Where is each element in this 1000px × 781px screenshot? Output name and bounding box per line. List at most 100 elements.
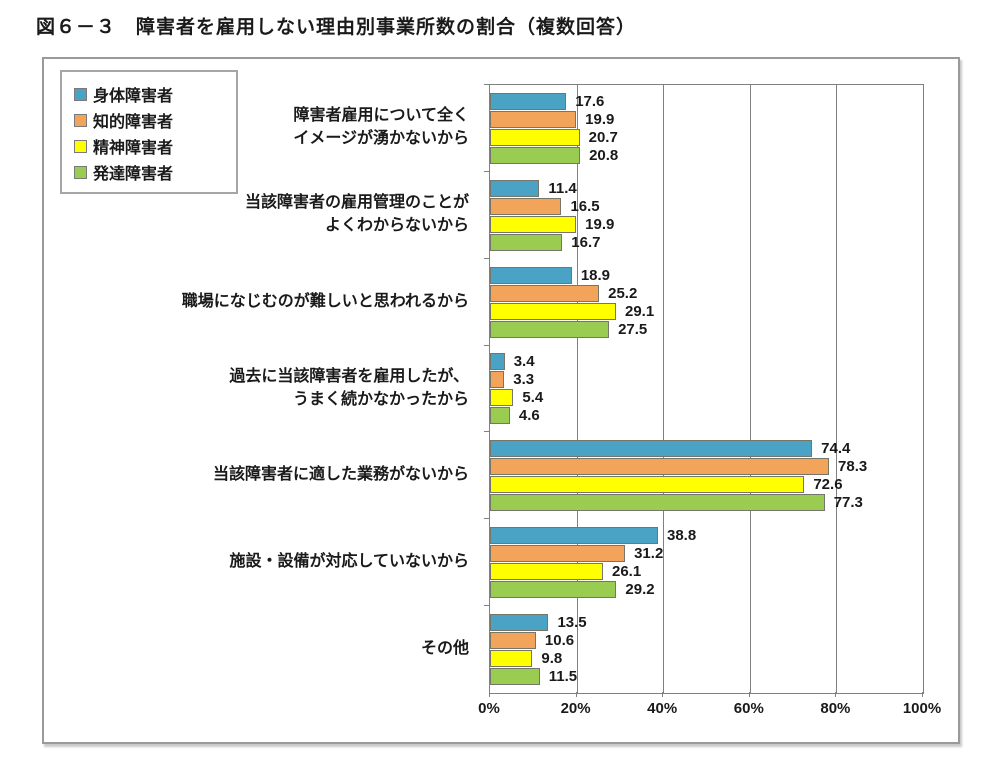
legend-color-swatch	[74, 87, 87, 101]
category-label-line: 過去に当該障害者を雇用したが、	[229, 367, 469, 385]
bar	[490, 215, 577, 233]
category-label-line: 施設・設備が対応していないから	[229, 553, 469, 571]
value-label: 11.4	[548, 179, 577, 197]
y-axis-tick	[484, 170, 489, 172]
value-label: 26.1	[612, 563, 642, 581]
value-label: 13.5	[557, 614, 587, 632]
bar	[490, 92, 567, 110]
gridline	[749, 85, 751, 693]
bar	[490, 668, 540, 686]
bar-group: 17.6 19.9 20.7 20.8	[490, 85, 923, 172]
value-label: 78.3	[838, 458, 868, 476]
chart-title: 図６－３ 障害者を雇用しない理由別事業所数の割合（複数回答）	[36, 17, 637, 38]
value-label: 31.2	[634, 545, 664, 563]
legend-item: 精神障害者	[74, 133, 226, 159]
y-axis-tick	[484, 605, 489, 607]
category-label-line: 当該障害者の雇用管理のことが	[244, 194, 469, 212]
bar	[490, 389, 514, 407]
category-label-line: その他	[420, 640, 469, 658]
value-label: 18.9	[580, 266, 611, 284]
value-label: 29.1	[625, 302, 655, 320]
category-label: 障害者雇用について全く イメージが湧かないから	[52, 84, 469, 171]
value-label: 17.6	[575, 92, 605, 110]
legend-item-label: 身体障害者	[93, 88, 174, 105]
category-label: その他	[52, 605, 469, 692]
bar	[490, 632, 536, 650]
bar	[490, 146, 581, 164]
value-label: 3.3	[513, 371, 535, 389]
x-axis-tick	[489, 692, 490, 697]
bar	[490, 650, 533, 668]
bar	[490, 407, 510, 425]
x-axis-tick	[575, 692, 577, 697]
bar	[490, 527, 658, 545]
legend-item: 知的障害者	[74, 107, 226, 133]
x-axis-tick-label: 0%	[478, 700, 500, 717]
legend-item: 身体障害者	[74, 81, 226, 107]
legend-item: 発達障害者	[74, 159, 226, 185]
bar-group: 13.5 10.6 9.8 11.5	[490, 606, 923, 693]
value-label: 74.4	[821, 440, 851, 458]
bar	[490, 284, 600, 302]
bar-group: 11.4 16.5 19.9 16.7	[490, 172, 923, 259]
value-label: 25.2	[608, 284, 638, 302]
x-axis-tick-label: 20%	[560, 700, 591, 717]
bar	[490, 179, 540, 197]
x-axis-tick	[662, 692, 664, 697]
category-label-line: イメージが湧かないから	[293, 130, 469, 148]
category-label-line: 当該障害者に適した業務がないから	[212, 466, 469, 484]
category-label: 当該障害者に適した業務がないから	[52, 431, 469, 518]
legend-color-swatch	[74, 165, 87, 179]
value-label: 38.8	[667, 527, 697, 545]
category-axis: 障害者雇用について全く イメージが湧かないから当該障害者の雇用管理のことがよくわか…	[52, 84, 479, 692]
value-label: 20.7	[588, 128, 618, 146]
x-axis-tick	[922, 692, 923, 697]
y-axis-tick	[484, 431, 489, 433]
category-label: 過去に当該障害者を雇用したが、うまく続かなかったから	[52, 345, 469, 432]
x-axis-tick-label: 80%	[820, 700, 851, 717]
value-label: 16.7	[571, 233, 601, 251]
bar	[490, 233, 563, 251]
value-label: 10.6	[544, 632, 575, 650]
bar	[490, 197, 562, 215]
legend-item-label: 発達障害者	[93, 166, 174, 183]
bar	[490, 494, 825, 512]
x-axis-tick-label: 40%	[647, 700, 678, 717]
value-label: 29.2	[625, 581, 655, 599]
bar	[490, 302, 616, 320]
bar-group: 74.4 78.3 72.6 77.3	[490, 432, 923, 519]
bar	[490, 476, 805, 494]
bar	[490, 440, 813, 458]
value-label: 19.9	[585, 110, 615, 128]
y-axis-tick	[484, 518, 489, 520]
plot-area: 17.6 19.9 20.7 20.8 11.4 16.5 19.9 16.7 18.9 25.2…	[489, 84, 924, 694]
bar	[490, 614, 549, 632]
legend-color-swatch	[74, 113, 87, 127]
legend-color-swatch	[74, 139, 87, 153]
value-label: 77.3	[833, 494, 863, 512]
x-axis-tick	[748, 692, 750, 697]
legend-item-label: 知的障害者	[93, 114, 174, 131]
gridline	[576, 85, 578, 693]
category-label: 当該障害者の雇用管理のことがよくわからないから	[52, 171, 469, 258]
category-label-line: よくわからないから	[324, 217, 469, 235]
x-axis-tick	[835, 692, 837, 697]
bar	[490, 371, 505, 389]
value-label: 4.6	[518, 407, 540, 425]
value-label: 27.5	[618, 320, 648, 338]
bar	[490, 266, 572, 284]
value-label: 19.9	[585, 215, 615, 233]
bar-group: 18.9 25.2 29.1 27.5	[490, 259, 923, 346]
category-label-line: うまく続かなかったから	[292, 390, 469, 408]
bar	[490, 545, 626, 563]
value-label: 5.4	[522, 389, 544, 407]
bar	[490, 458, 830, 476]
category-label: 職場になじむのが難しいと思われるから	[52, 258, 469, 345]
value-label: 3.4	[513, 353, 535, 371]
bar	[490, 353, 505, 371]
bar	[490, 110, 577, 128]
legend: 身体障害者知的障害者精神障害者発達障害者	[60, 70, 238, 194]
legend-item-label: 精神障害者	[93, 140, 174, 157]
category-label-line: 障害者雇用について全く	[293, 107, 469, 125]
bar	[490, 581, 617, 599]
